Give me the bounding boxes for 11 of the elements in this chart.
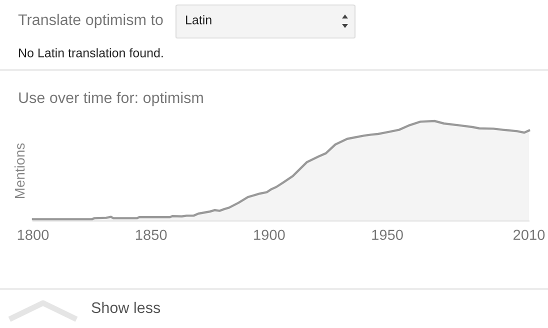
x-tick-label: 2010: [514, 230, 545, 240]
text: Latin: [186, 15, 212, 24]
x-tick-label: 1900: [254, 230, 285, 240]
text: No Latin translation found.: [19, 48, 163, 58]
x-tick-label: 1850: [136, 230, 167, 240]
text: Translate optimism to: [18, 14, 163, 28]
chart-title: Use over time for: optimism: [19, 92, 203, 106]
text: Show less: [92, 302, 160, 314]
x-tick-label: 1800: [18, 230, 49, 240]
x-tick-label: 1950: [372, 230, 403, 240]
y-axis-title: Mentions: [14, 143, 25, 198]
